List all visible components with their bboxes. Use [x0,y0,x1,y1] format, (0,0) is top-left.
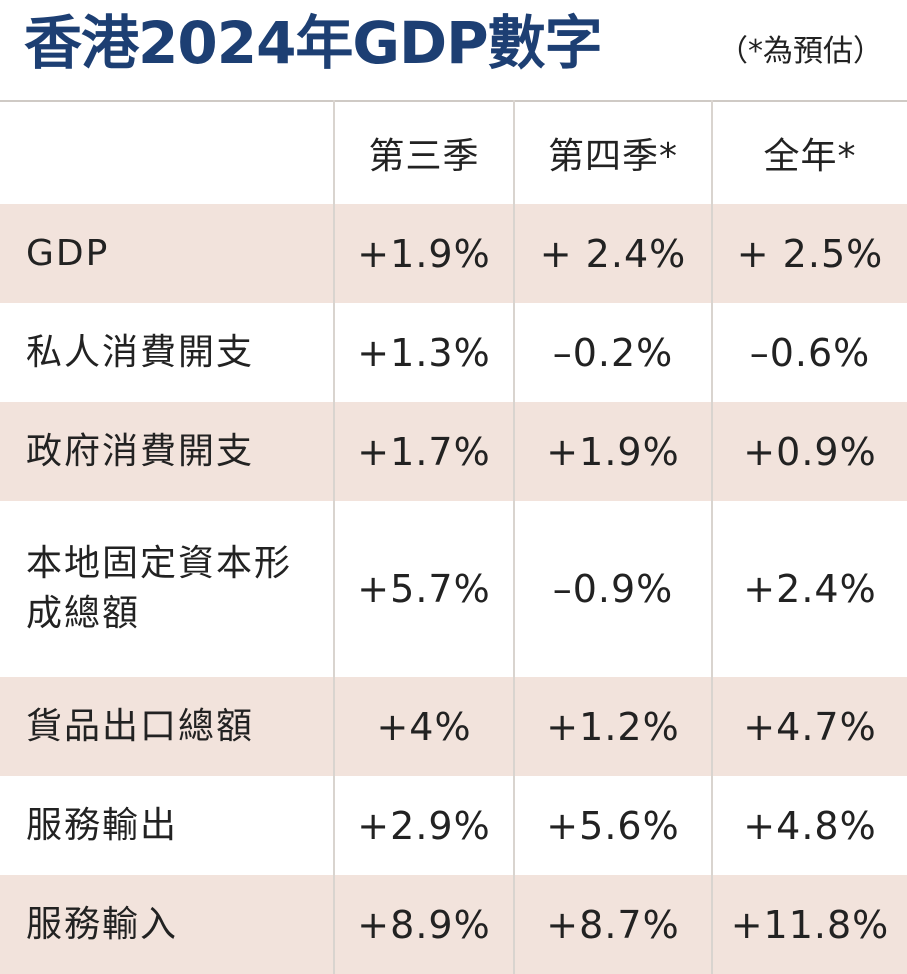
value-cell: +2.9% [333,776,514,875]
value-cell: +11.8% [711,875,907,974]
table-row: 貨品出口總額 +4% +1.2% +4.7% [0,677,907,776]
value-cell: + 2.4% [513,204,712,303]
value-cell: +1.9% [333,204,514,303]
value-cell: + 2.5% [711,204,907,303]
value-cell: +4.7% [711,677,907,776]
value-cell: –0.2% [513,303,712,402]
value-cell: +1.3% [333,303,514,402]
value-cell: –0.9% [513,501,712,677]
value-cell: +2.4% [711,501,907,677]
value-cell: +4.8% [711,776,907,875]
row-label: GDP [0,204,334,303]
value-cell: +1.2% [513,677,712,776]
value-cell: +4% [333,677,514,776]
row-label: 私人消費開支 [26,331,255,373]
table-row: 服務輸入 +8.9% +8.7% +11.8% [0,875,907,974]
value-cell: +5.7% [333,501,514,677]
table-row: 私人消費開支 +1.3% –0.2% –0.6% [0,303,907,402]
header-cell-empty [0,101,334,204]
value-cell: +1.7% [333,402,514,501]
value-cell: –0.6% [711,303,907,402]
table-row: 政府消費開支 +1.7% +1.9% +0.9% [0,402,907,501]
value-cell: +1.9% [513,402,712,501]
estimate-note: （*為預估） [718,34,883,69]
row-label: 服務輸出 [26,804,179,846]
header-cell-q3: 第三季 [333,101,514,204]
header-cell-full-year: 全年* [711,101,907,204]
value-cell: +8.9% [333,875,514,974]
value-cell: +5.6% [513,776,712,875]
table-row: 服務輸出 +2.9% +5.6% +4.8% [0,776,907,875]
value-cell: +0.9% [711,402,907,501]
row-label: 貨品出口總額 [0,677,334,776]
row-label: 服務輸入 [0,875,334,974]
row-label: 本地固定資本形成總額 [26,543,293,634]
title-bar: 香港2024年GDP數字 （*為預估） [0,0,907,100]
header-cell-q4: 第四季* [513,101,712,204]
table-header-row: 第三季 第四季* 全年* [0,101,907,204]
gdp-table: 第三季 第四季* 全年* GDP +1.9% + 2.4% + 2.5% 私人消… [0,100,907,974]
row-label: 政府消費開支 [0,402,334,501]
value-cell: +8.7% [513,875,712,974]
table-row: 本地固定資本形成總額 +5.7% –0.9% +2.4% [0,501,907,677]
page-title: 香港2024年GDP數字 [24,9,603,77]
table-row: GDP +1.9% + 2.4% + 2.5% [0,204,907,303]
